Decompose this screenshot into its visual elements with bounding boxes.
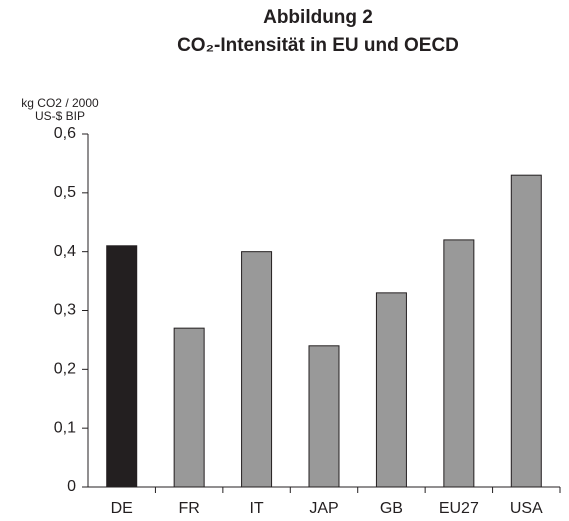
- bar: [510, 174, 542, 488]
- y-tick-label: 0,3: [54, 302, 76, 319]
- bar: [308, 345, 340, 488]
- bar: [173, 327, 205, 488]
- x-tick-label: DE: [111, 500, 133, 517]
- chart-subtitle: CO₂-Intensität in EU und OECD: [177, 35, 459, 56]
- bar: [375, 292, 407, 488]
- x-tick-label: JAP: [309, 500, 338, 517]
- y-tick-label: 0,2: [54, 361, 76, 378]
- y-axis-label: US-$ BIP: [35, 109, 85, 123]
- x-tick-label: IT: [249, 500, 263, 517]
- x-tick-label: FR: [178, 500, 199, 517]
- bar: [241, 251, 273, 488]
- y-tick-label: 0,5: [54, 184, 76, 201]
- chart-title: Abbildung 2: [263, 7, 373, 28]
- y-tick-label: 0,1: [54, 419, 76, 436]
- bar: [443, 239, 475, 488]
- y-tick-label: 0: [67, 478, 76, 495]
- x-tick-label: USA: [510, 500, 543, 517]
- x-tick-label: EU27: [439, 500, 479, 517]
- y-tick-label: 0,4: [54, 243, 76, 260]
- x-tick-label: GB: [380, 500, 403, 517]
- y-tick-label: 0,6: [54, 125, 76, 142]
- y-axis-label: kg CO2 / 2000: [21, 96, 99, 110]
- bar: [106, 245, 138, 488]
